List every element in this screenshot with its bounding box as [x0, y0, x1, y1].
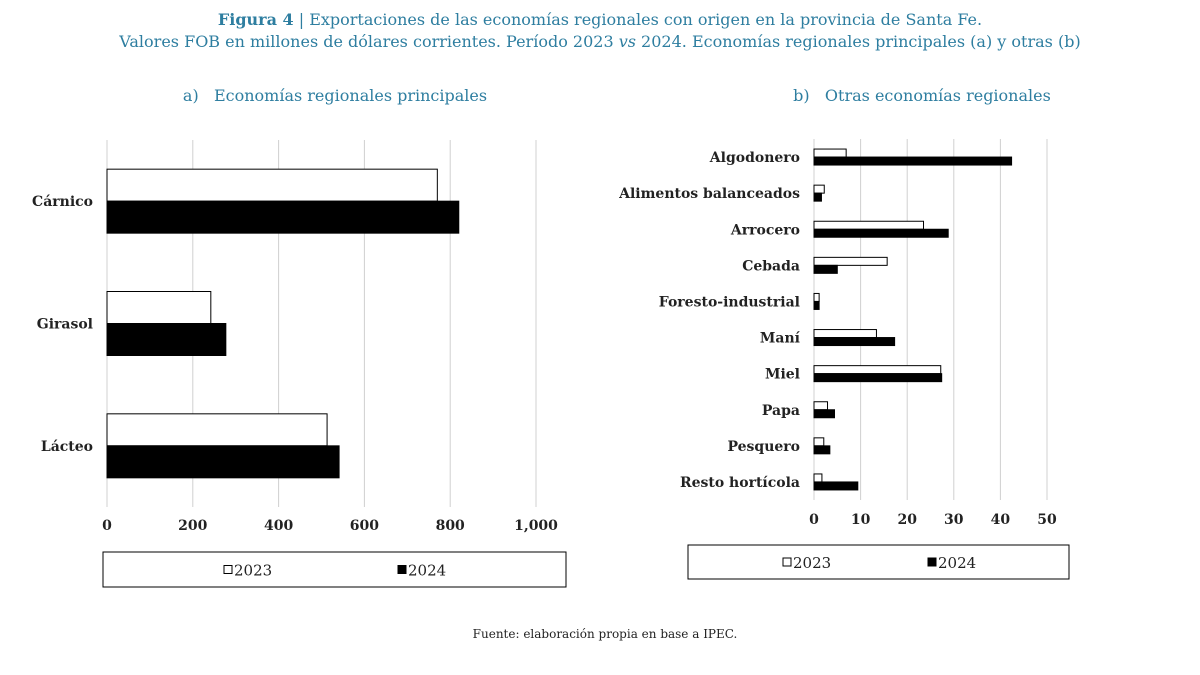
bar-2023: [813, 148, 847, 158]
bar-2023: [813, 473, 823, 483]
x-tick-label: 10: [851, 512, 871, 528]
bar-2024: [813, 481, 859, 491]
bar-2024: [106, 445, 340, 479]
bar-2023: [106, 168, 438, 202]
bar-2023: [813, 292, 820, 302]
legend-swatch-2023: [223, 565, 233, 574]
x-tick-label: 800: [436, 518, 465, 534]
chart-b: 0 10 20 30 40 50 Algodonero Alimentos balancead…: [618, 139, 1070, 580]
subtitle-part-2: 2024. Economías regionales principales (…: [636, 32, 1081, 51]
x-tick-label: 200: [178, 518, 207, 534]
legend-label-2024: 2024: [408, 562, 446, 580]
source-note: Fuente: elaboración propia en base a IPE…: [473, 627, 738, 641]
panel-a-title: a) Economías regionales principales: [183, 86, 487, 105]
subtitle-vs: vs: [619, 32, 636, 51]
category-label: Maní: [760, 331, 801, 347]
bar-2024: [106, 323, 227, 356]
legend-box: [687, 544, 1070, 580]
bar-2023: [813, 184, 825, 194]
category-label: Papa: [762, 403, 800, 419]
bar-2024: [813, 300, 820, 310]
legend-swatch-2024: [927, 557, 937, 567]
bar-2024: [813, 192, 822, 202]
bar-2023: [106, 291, 212, 324]
bar-2024: [813, 373, 943, 383]
category-label: Foresto-industrial: [659, 294, 800, 310]
bar-2024: [106, 200, 460, 234]
category-label: Alimentos balanceados: [618, 186, 800, 202]
legend-swatch-2024: [397, 565, 407, 574]
bar-2023: [813, 401, 829, 411]
figure-title: Figura 4 | Exportaciones de las economía…: [218, 10, 982, 29]
category-label: Cebada: [742, 258, 800, 274]
bar-2023: [813, 256, 888, 266]
bar-2024: [813, 264, 838, 274]
category-label: Miel: [765, 367, 800, 383]
legend-label-2023: 2023: [234, 562, 272, 580]
x-tick-label: 1,000: [514, 518, 558, 534]
x-tick-label: 30: [944, 512, 964, 528]
legend-box: [102, 551, 567, 588]
x-tick-label: 0: [102, 518, 112, 534]
bar-2024: [813, 156, 1013, 166]
bar-2023: [106, 413, 328, 447]
bar-2023: [813, 220, 925, 230]
bar-2024: [813, 337, 896, 347]
bar-2023: [813, 365, 942, 375]
bar-2023: [813, 437, 825, 447]
x-tick-label: 50: [1037, 512, 1057, 528]
figure-subtitle: Valores FOB en millones de dólares corri…: [118, 32, 1080, 51]
x-tick-label: 40: [991, 512, 1011, 528]
category-label: Cárnico: [32, 194, 93, 210]
x-tick-label: 20: [897, 512, 917, 528]
category-label: Pesquero: [727, 439, 800, 455]
subtitle-part-1: Valores FOB en millones de dólares corri…: [118, 32, 618, 51]
category-label: Girasol: [37, 317, 93, 333]
category-label: Arrocero: [730, 222, 800, 238]
legend-label-2023: 2023: [793, 554, 831, 572]
bar-2024: [813, 445, 831, 455]
x-tick-label: 0: [809, 512, 819, 528]
panel-b-title: b) Otras economías regionales: [793, 86, 1051, 105]
bar-2023: [813, 329, 877, 339]
x-tick-label: 600: [350, 518, 379, 534]
bar-2024: [813, 409, 836, 419]
bar-2024: [813, 228, 949, 238]
category-label: Algodonero: [709, 150, 800, 166]
legend-swatch-2023: [782, 557, 792, 567]
x-tick-label: 400: [264, 518, 293, 534]
figure-title-text: | Exportaciones de las economías regiona…: [294, 10, 982, 29]
category-label: Lácteo: [41, 439, 93, 455]
category-label: Resto hortícola: [680, 475, 800, 491]
figure-label: Figura 4: [218, 10, 294, 29]
chart-a: 0 200 400 600 800 1,000 Cárnico Girasol Lácteo 20…: [32, 140, 567, 588]
legend-label-2024: 2024: [938, 554, 976, 572]
